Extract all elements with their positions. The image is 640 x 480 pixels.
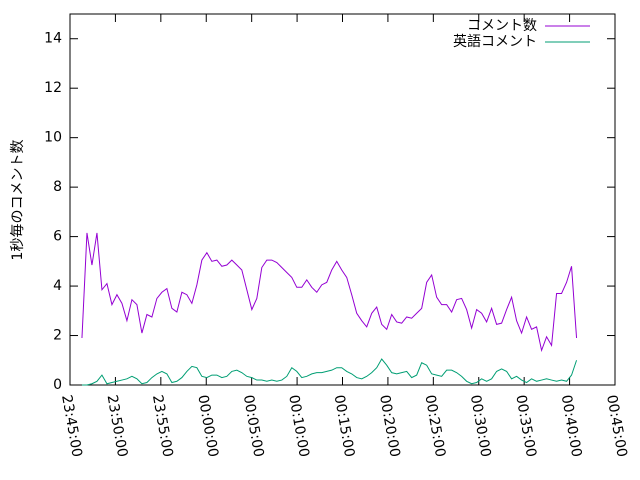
x-tick-label: 00:30:00 [467, 394, 494, 459]
x-tick-label: 23:50:00 [104, 394, 131, 459]
x-tick-label: 00:05:00 [240, 394, 267, 459]
y-tick-label: 0 [53, 377, 62, 393]
y-tick-label: 8 [53, 179, 62, 195]
y-tick-label: 4 [53, 278, 62, 294]
y-tick-label: 2 [53, 328, 62, 344]
y-tick-label: 6 [53, 229, 62, 245]
x-tick-label: 00:10:00 [285, 394, 312, 459]
x-tick-label: 00:40:00 [558, 394, 585, 459]
x-tick-label: 23:55:00 [149, 394, 176, 459]
y-tick-label: 10 [44, 130, 62, 146]
series-line [81, 232, 578, 353]
legend-label: 英語コメント [453, 33, 537, 50]
y-tick-label: 14 [44, 31, 62, 47]
x-tick-label: 00:45:00 [603, 394, 630, 459]
x-tick-label: 00:35:00 [512, 394, 539, 459]
x-tick-label: 00:25:00 [421, 394, 448, 459]
x-tick-label: 00:00:00 [194, 394, 221, 459]
y-axis-label: 1秒毎のコメント数 [10, 140, 26, 261]
y-tick-label: 12 [44, 80, 62, 96]
x-tick-label: 00:15:00 [331, 394, 358, 459]
legend-label: コメント数 [467, 18, 537, 34]
plot-border [69, 13, 616, 386]
x-tick-label: 23:45:00 [58, 394, 85, 459]
x-tick-label: 00:20:00 [376, 394, 403, 459]
series-line [81, 358, 578, 386]
